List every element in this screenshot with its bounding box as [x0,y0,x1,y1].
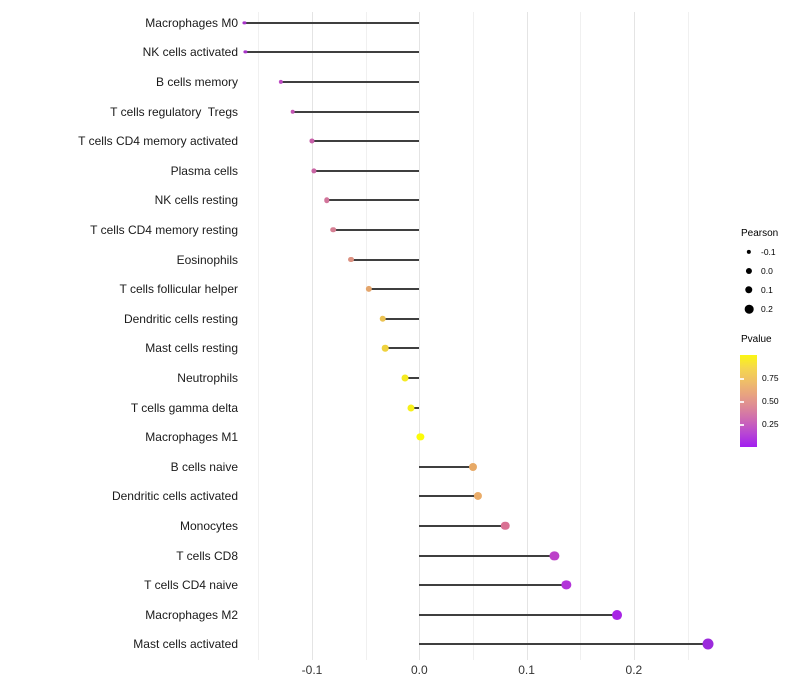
pvalue-gradient-bar [740,355,757,447]
lollipop-dot [416,433,424,441]
lollipop-dot [347,256,354,263]
legend-size-label: 0.2 [761,304,773,314]
gridline-major [312,12,313,660]
legend-pearson-title: Pearson [741,228,779,239]
category-label: NK cells resting [154,193,238,208]
lollipop-stem [312,140,420,143]
lollipop-dot [309,138,315,144]
category-label: B cells memory [155,74,238,89]
category-label: NK cells activated [142,45,238,60]
lollipop-dot [290,109,295,114]
category-label: Mast cells activated [133,637,238,652]
lollipop-stem [314,169,420,172]
gridline-minor [365,12,367,660]
category-label: Dendritic cells resting [123,311,238,326]
lollipop-dot [561,580,571,590]
lollipop-stem [419,643,708,646]
legend-size-dot [744,304,754,314]
pvalue-tick-label: 0.50 [762,396,779,406]
legend-size-dot [745,286,753,294]
lollipop-dot [330,227,337,233]
lollipop-dot [278,79,284,85]
category-label: T cells CD4 memory activated [78,134,238,149]
lollipop-dot [243,50,248,54]
x-tick-label: 0.2 [625,663,643,677]
lollipop-stem [280,80,420,83]
lollipop-stem [410,406,420,409]
gridline-major [526,12,528,660]
lollipop-stem [245,51,420,54]
category-label: B cells naive [170,459,238,474]
category-label: Monocytes [179,518,238,533]
lollipop-dot [549,550,560,561]
category-label: Neutrophils [177,370,238,385]
lollipop-stem [368,288,420,291]
lollipop-stem [327,199,420,202]
category-label: Eosinophils [176,252,238,267]
legend-size-label: -0.1 [761,247,776,257]
lollipop-dot [474,492,483,501]
pvalue-tick-label: 0.25 [762,419,779,429]
category-label: T cells follicular helper [119,282,239,297]
category-label: Macrophages M0 [145,15,238,30]
lollipop-stem [419,524,506,527]
lollipop-stem [350,258,420,261]
lollipop-dot [702,638,714,650]
lollipop-stem [419,465,473,468]
gridline-minor [258,12,260,660]
lollipop-dot [611,609,622,620]
lollipop-dot [311,168,317,174]
category-label: Plasma cells [170,163,238,178]
lollipop-dot [407,403,415,412]
legend-size-dot [745,267,753,275]
gridline-major [633,12,635,660]
category-label: T cells CD4 naive [144,578,238,593]
x-tick-label: -0.1 [301,663,323,677]
gridline-minor [687,12,689,660]
lollipop-stem [292,110,420,113]
x-tick-label: 0.1 [518,663,535,677]
lollipop-stem [382,317,420,320]
lollipop-stem [405,376,420,379]
lollipop-dot [401,374,409,382]
lollipop-dot [242,21,246,25]
lollipop-dot [365,285,373,293]
lollipop-dot [468,462,477,471]
gridline-minor [580,12,582,660]
lollipop-stem [244,21,420,24]
lollipop-dot [381,345,389,352]
pvalue-tick [740,401,744,403]
pvalue-tick-label: 0.75 [762,373,779,383]
category-label: T cells regulatory Tregs [110,104,238,119]
category-label: T cells gamma delta [130,400,238,415]
legend-size-dot [746,249,752,255]
gridline-major [419,12,421,660]
lollipop-dot [500,521,510,531]
category-label: Mast cells resting [145,341,238,356]
category-label: T cells CD4 memory resting [90,222,238,237]
lollipop-stem [333,228,420,231]
lollipop-dot [324,197,330,204]
x-tick-label: 0.0 [410,663,428,677]
lollipop-stem [384,347,420,350]
category-label: Macrophages M2 [145,607,238,622]
category-label: Macrophages M1 [145,430,238,445]
legend-size-label: 0.1 [761,285,773,295]
lollipop-dot [379,315,387,322]
gridline-minor [472,12,474,660]
category-label: T cells CD8 [176,548,238,563]
pvalue-tick [740,424,744,426]
category-label: Dendritic cells activated [111,489,238,504]
legend-size-label: 0.0 [761,266,773,276]
lollipop-stem [419,584,567,587]
lollipop-stem [419,613,617,616]
legend-pvalue-title: Pvalue [741,334,772,345]
lollipop-stem [419,495,479,498]
lollipop-stem [419,554,555,557]
pvalue-tick [740,378,744,380]
